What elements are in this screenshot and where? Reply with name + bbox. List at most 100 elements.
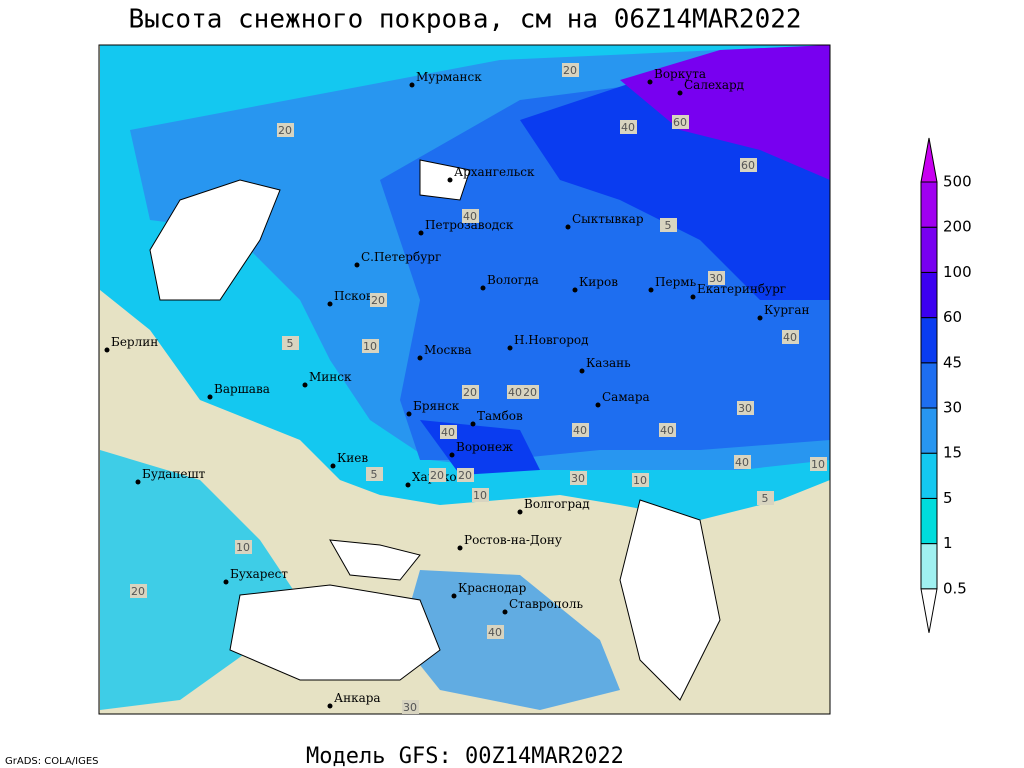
contour-label: 30 (571, 472, 585, 485)
city-dot (330, 463, 336, 469)
city-label: Петрозаводск (425, 218, 514, 232)
city-dot (690, 294, 696, 300)
contour-label-bg (572, 423, 589, 437)
contour-label: 40 (735, 456, 749, 469)
city-dot (480, 285, 486, 291)
contour-label-bg (734, 455, 751, 469)
city-label: Архангельск (454, 165, 535, 179)
contour-label-bg (562, 63, 579, 77)
contour-label-bg (462, 385, 479, 399)
colorbar-tip-high (920, 137, 938, 183)
colorbar-label: 0.5 (943, 579, 967, 597)
credit: GrADS: COLA/IGES (5, 756, 99, 767)
city-dot (327, 703, 333, 709)
contour-label: 20 (131, 585, 145, 598)
city-dot (223, 579, 229, 585)
contour-label: 40 (441, 426, 455, 439)
city-dot (104, 347, 110, 353)
city-dot (677, 90, 683, 96)
city-label: Волгоград (524, 497, 590, 511)
city-dot (417, 355, 423, 361)
colorbar-tip-low (920, 588, 938, 633)
contour-label: 20 (278, 124, 292, 137)
contour-label: 40 (621, 121, 635, 134)
colorbar-label: 5 (943, 489, 953, 507)
contour-label-bg (362, 339, 379, 353)
contour-label-bg (708, 271, 725, 285)
city-label: Казань (586, 356, 631, 370)
contour-label-bg (235, 540, 252, 554)
contour-label: 30 (709, 272, 723, 285)
contour-label: 20 (463, 386, 477, 399)
contour-label: 40 (463, 210, 477, 223)
colorbar-segment (920, 452, 938, 499)
contour-label-bg (620, 120, 637, 134)
colorbar-label: 500 (943, 173, 972, 191)
colorbar-segment (920, 362, 938, 409)
city-label: Сыктывкар (572, 212, 644, 226)
city-dot (449, 452, 455, 458)
colorbar-label: 30 (943, 399, 962, 417)
contour-label-bg (429, 468, 446, 482)
contour-label-bg (632, 473, 649, 487)
contour-label-bg (672, 115, 689, 129)
colorbar-segment (920, 497, 938, 545)
contour-label: 10 (811, 458, 825, 471)
city-dot (565, 224, 571, 230)
contour-label-bg (457, 468, 474, 482)
contour-label-bg (659, 423, 676, 437)
model-label: Модель GFS: 00Z14MAR2022 (306, 744, 624, 768)
contour-label: 10 (236, 541, 250, 554)
contour-label: 10 (633, 474, 647, 487)
colorbar-segment (920, 543, 938, 590)
contour-label-bg (472, 488, 489, 502)
city-dot (447, 177, 453, 183)
contour-label-bg (440, 425, 457, 439)
colorbar-segment (920, 407, 938, 454)
contour-label-bg (370, 293, 387, 307)
black-sea (229, 584, 441, 681)
city-label: Краснодар (458, 581, 527, 595)
contour-label-bg (522, 385, 539, 399)
city-dot (757, 315, 763, 321)
contour-label-bg (462, 209, 479, 223)
colorbar-label: 200 (943, 218, 972, 236)
contour-label: 30 (403, 701, 417, 714)
city-label: Пермь (655, 275, 697, 289)
city-label: Берлин (111, 335, 158, 349)
city-label: Мурманск (416, 70, 482, 84)
contour-label: 60 (741, 159, 755, 172)
colorbar-label: 60 (943, 308, 962, 326)
city-label: Ставрополь (509, 597, 583, 611)
city-label: Н.Новгород (514, 333, 589, 347)
city-dot (517, 509, 523, 515)
contour-label-bg (737, 401, 754, 415)
contour-label-bg (130, 584, 147, 598)
city-dot (502, 609, 508, 615)
contour-label: 5 (371, 468, 378, 481)
city-label: Брянск (413, 399, 460, 413)
contour-label-bg (282, 336, 299, 350)
baltic-sea (149, 179, 281, 301)
city-dot (457, 545, 463, 551)
colorbar-label: 15 (943, 444, 962, 462)
city-label: Киров (579, 275, 618, 289)
contour-label: 20 (563, 64, 577, 77)
contour-label: 30 (738, 402, 752, 415)
colorbar-segment (920, 317, 938, 364)
contour-label-bg (782, 330, 799, 344)
city-label: Тамбов (477, 409, 523, 423)
contour-label-bg (402, 700, 419, 714)
city-dot (207, 394, 213, 400)
city-label: Екатеринбург (697, 282, 786, 296)
contour-label: 40 (573, 424, 587, 437)
map-frame (98, 44, 831, 715)
city-label: Москва (424, 343, 472, 357)
contour-label: 40 (488, 626, 502, 639)
caspian-sea (619, 499, 721, 701)
city-dot (302, 382, 308, 388)
